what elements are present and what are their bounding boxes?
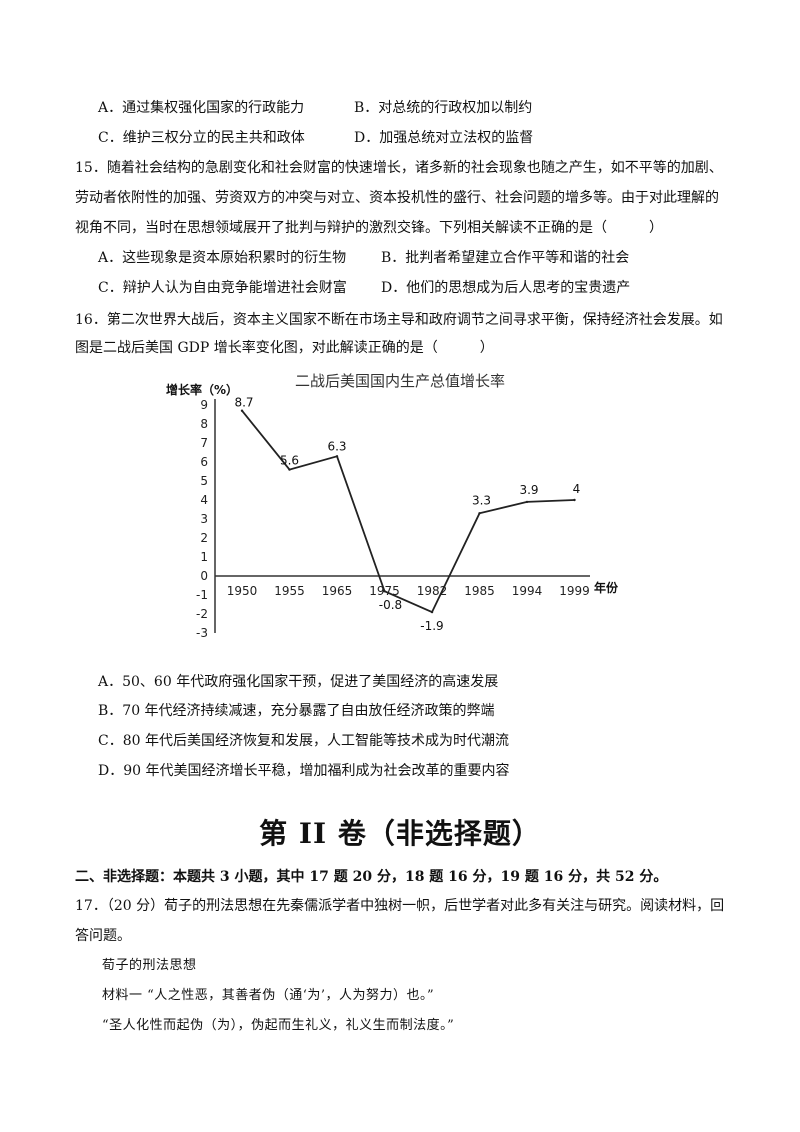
y-axis-label: 增长率（%） <box>166 382 238 397</box>
x-axis-label: 年份 <box>594 580 619 595</box>
data-label: -1.9 <box>420 619 443 633</box>
data-label: 4 <box>573 482 581 496</box>
q14-option-c: C．维护三权分立的民主共和政体 <box>98 130 305 146</box>
y-tick-label: -1 <box>196 588 208 602</box>
q15-stem-line-2: 劳动者依附性的加强、劳资双方的冲突与对立、资本投机性的盛行、社会问题的增多等。由… <box>75 190 719 206</box>
q14-option-a: A．通过集权强化国家的行政能力 <box>98 100 305 116</box>
q16-stem-line-1: 16．第二次世界大战后，资本主义国家不断在市场主导和政府调节之间寻求平衡，保持经… <box>75 312 723 328</box>
q15-stem-line-3: 视角不同，当时在思想领域展开了批判与辩护的激烈交锋。下列相关解读不正确的是（ ） <box>75 220 663 236</box>
y-tick-label: -3 <box>196 626 208 640</box>
data-point <box>430 610 434 614</box>
y-tick-label: 5 <box>200 474 208 488</box>
data-label: 3.9 <box>519 483 538 497</box>
y-tick-label: 2 <box>200 531 208 545</box>
q16-option-b: B．70 年代经济持续减速，充分暴露了自由放任经济政策的弊端 <box>98 703 495 719</box>
q15-option-a: A．这些现象是资本原始积累时的衍生物 <box>98 250 347 266</box>
q16-stem-line-2: 图是二战后美国 GDP 增长率变化图，对此解读正确的是（ ） <box>75 340 494 356</box>
y-tick-label: 4 <box>200 493 208 507</box>
data-label: 8.7 <box>234 396 253 410</box>
x-tick-label: 1965 <box>322 584 353 598</box>
q17-material-1: 材料一 “人之性恶，其善者伪（通‘为’，人为努力）也。” <box>102 988 435 1003</box>
data-point <box>525 500 529 504</box>
x-tick-label: 1994 <box>512 584 543 598</box>
gdp-growth-chart: 二战后美国国内生产总值增长率 增长率（%） 年份 9 8 7 6 5 4 3 2 1 0 -1 -2 -… <box>166 372 619 640</box>
y-tick-label: 3 <box>200 512 208 526</box>
data-point <box>335 455 339 458</box>
x-tick-label: 1950 <box>227 584 258 598</box>
y-tick-label: 9 <box>200 398 208 412</box>
q15-option-d: D．他们的思想成为后人思考的宝贵遗产 <box>381 280 631 296</box>
y-tick-label: 8 <box>200 417 208 431</box>
section-instruction: 二、非选择题：本题共 3 小题，其中 17 题 20 分，18 题 16 分，1… <box>75 869 668 885</box>
data-point <box>288 468 291 471</box>
data-label: 6.3 <box>327 439 346 453</box>
q15-stem-line-1: 15．随着社会结构的急剧变化和社会财富的快速增长，诸多新的社会现象也随之产生，如… <box>75 160 723 176</box>
y-tick-label: -2 <box>196 607 208 621</box>
q14-option-d: D．加强总统对立法权的监督 <box>354 130 534 146</box>
x-tick-label: 1999 <box>559 584 590 598</box>
q15-option-c: C．辩护人认为自由竞争能增进社会财富 <box>98 280 347 296</box>
x-tick-label: 1985 <box>464 584 495 598</box>
q15-option-b: B．批判者希望建立合作平等和谐的社会 <box>381 250 630 266</box>
q14-option-b: B．对总统的行政权加以制约 <box>354 100 533 116</box>
q16-option-d: D．90 年代美国经济增长平稳，增加福利成为社会改革的重要内容 <box>98 763 510 779</box>
data-point <box>240 409 244 412</box>
chart-title: 二战后美国国内生产总值增长率 <box>295 372 505 390</box>
y-tick-label: 0 <box>200 569 208 583</box>
x-tick-label: 1955 <box>274 584 305 598</box>
data-label: -0.8 <box>379 598 402 612</box>
y-tick-label: 7 <box>200 436 208 450</box>
data-label: 5.6 <box>280 454 299 468</box>
series-line <box>241 410 575 614</box>
q17-subtitle: 荀子的刑法思想 <box>102 958 197 973</box>
section-title: 第 II 卷（非选择题） <box>259 817 541 850</box>
q17-material-2: “圣人化性而起伪（为），伪起而生礼义，礼义生而制法度。” <box>102 1018 455 1033</box>
data-point <box>573 498 576 502</box>
q16-option-a: A．50、60 年代政府强化国家干预，促进了美国经济的高速发展 <box>98 674 499 690</box>
q17-stem-line-1: 17．（20 分）荀子的刑法思想在先秦儒派学者中独树一帜，后世学者对此多有关注与… <box>75 898 725 914</box>
data-label: 3.3 <box>472 493 491 507</box>
q16-option-c: C．80 年代后美国经济恢复和发展，人工智能等技术成为时代潮流 <box>98 733 509 749</box>
data-point <box>478 512 481 515</box>
data-point <box>383 590 386 593</box>
y-tick-label: 6 <box>200 455 208 469</box>
y-tick-label: 1 <box>200 550 208 564</box>
q17-stem-line-2: 答问题。 <box>75 928 131 944</box>
